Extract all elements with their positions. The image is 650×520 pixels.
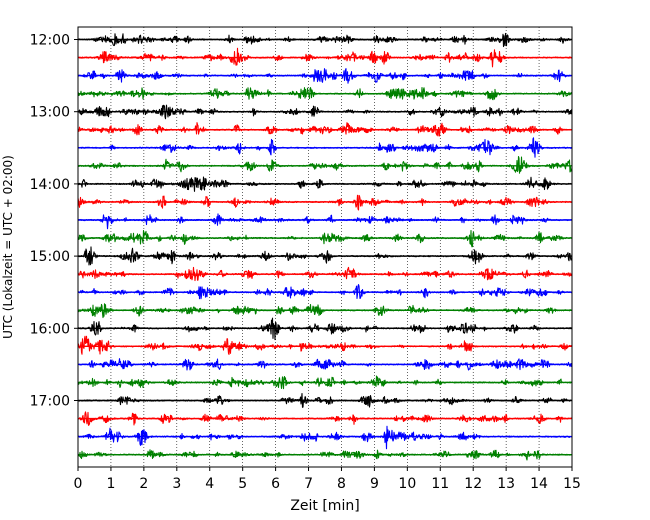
y-tick-label: 16:00 bbox=[30, 321, 70, 337]
x-tick-label: 7 bbox=[304, 476, 313, 492]
x-tick-label: 12 bbox=[464, 476, 482, 492]
x-tick-label: 2 bbox=[139, 476, 148, 492]
x-tick-label: 9 bbox=[370, 476, 379, 492]
x-axis-label: Zeit [min] bbox=[290, 498, 359, 514]
x-tick-label: 8 bbox=[337, 476, 346, 492]
x-tick-label: 5 bbox=[238, 476, 247, 492]
x-tick-label: 0 bbox=[74, 476, 83, 492]
y-tick-label: 14:00 bbox=[30, 177, 70, 193]
vertical-grid bbox=[110, 27, 540, 467]
y-tick-label: 17:00 bbox=[30, 394, 70, 410]
x-tick-label: 3 bbox=[172, 476, 181, 492]
y-tick-label: 12:00 bbox=[30, 33, 70, 49]
trace-group bbox=[77, 32, 573, 461]
x-tick-label: 1 bbox=[106, 476, 115, 492]
x-tick-label: 11 bbox=[431, 476, 449, 492]
x-tick-label: 6 bbox=[271, 476, 280, 492]
x-tick-label: 13 bbox=[497, 476, 515, 492]
x-tick-label: 4 bbox=[205, 476, 214, 492]
plot-background bbox=[78, 27, 572, 467]
x-tick-label: 14 bbox=[530, 476, 548, 492]
x-axis-ticks: 0 1 2 3 4 5 6 7 8 9 10 11 12 13 14 15 bbox=[74, 467, 581, 492]
y-tick-label: 13:00 bbox=[30, 105, 70, 121]
x-tick-label: 10 bbox=[398, 476, 416, 492]
y-axis-label: UTC (Lokalzeit = UTC + 02:00) bbox=[1, 155, 15, 339]
y-axis-ticks: 12:00 13:00 14:00 15:00 16:00 17:00 bbox=[30, 33, 78, 410]
plot-frame bbox=[77, 26, 573, 468]
y-tick-label: 15:00 bbox=[30, 249, 70, 265]
x-tick-label: 15 bbox=[563, 476, 581, 492]
